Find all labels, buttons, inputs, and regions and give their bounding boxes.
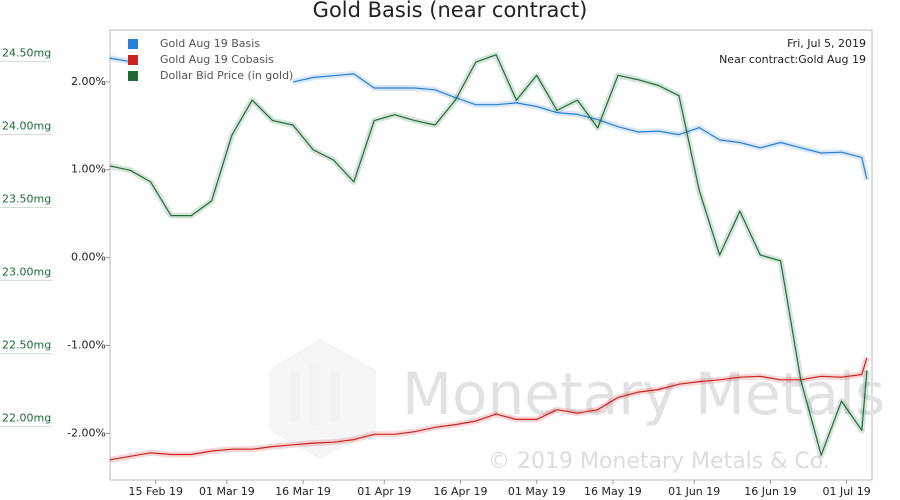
series-line xyxy=(109,57,868,180)
copyright: © 2019 Monetary Metals & Co. xyxy=(488,449,830,474)
x-tick-label: 01 Mar 19 xyxy=(199,485,255,498)
x-tick-label: 16 Apr 19 xyxy=(434,485,488,498)
y-tick-label: -2.00% xyxy=(67,426,106,439)
legend-label: Gold Aug 19 Cobasis xyxy=(160,53,274,66)
x-tick-label: 16 May 19 xyxy=(584,485,642,498)
y-tick-label: 2.00% xyxy=(71,75,106,88)
legend-swatch xyxy=(128,39,138,49)
y2-tick-label: 24.00mg xyxy=(2,119,51,132)
x-tick-label: 01 Apr 19 xyxy=(357,485,411,498)
contract-label: Near contract:Gold Aug 19 xyxy=(719,53,866,66)
x-tick-label: 01 Jul 19 xyxy=(822,485,870,498)
legend-label: Dollar Bid Price (in gold) xyxy=(160,69,293,82)
y2-tick-label: 22.50mg xyxy=(2,339,51,352)
y2-tick-label: 22.00mg xyxy=(2,412,51,425)
series-line xyxy=(109,54,868,456)
y-tick-label: 0.00% xyxy=(71,251,106,264)
y-tick-label: 1.00% xyxy=(71,163,106,176)
watermark-logo xyxy=(269,339,376,459)
legend-swatch xyxy=(128,71,138,81)
y2-tick-label: 24.50mg xyxy=(2,46,51,59)
y2-tick-label: 23.50mg xyxy=(2,192,51,205)
x-tick-label: 01 May 19 xyxy=(508,485,566,498)
x-tick-label: 16 Mar 19 xyxy=(275,485,331,498)
y2-tick-label: 23.00mg xyxy=(2,266,51,279)
x-tick-label: 01 Jun 19 xyxy=(668,485,720,498)
y-tick-label: -1.00% xyxy=(67,339,106,352)
date-label: Fri, Jul 5, 2019 xyxy=(787,37,866,50)
legend-label: Gold Aug 19 Basis xyxy=(160,37,260,50)
legend-swatch xyxy=(128,55,138,65)
chart-title: Gold Basis (near contract) xyxy=(313,0,588,22)
series-line xyxy=(109,357,868,461)
x-tick-label: 16 Jun 19 xyxy=(744,485,796,498)
x-tick-label: 15 Feb 19 xyxy=(128,485,182,498)
